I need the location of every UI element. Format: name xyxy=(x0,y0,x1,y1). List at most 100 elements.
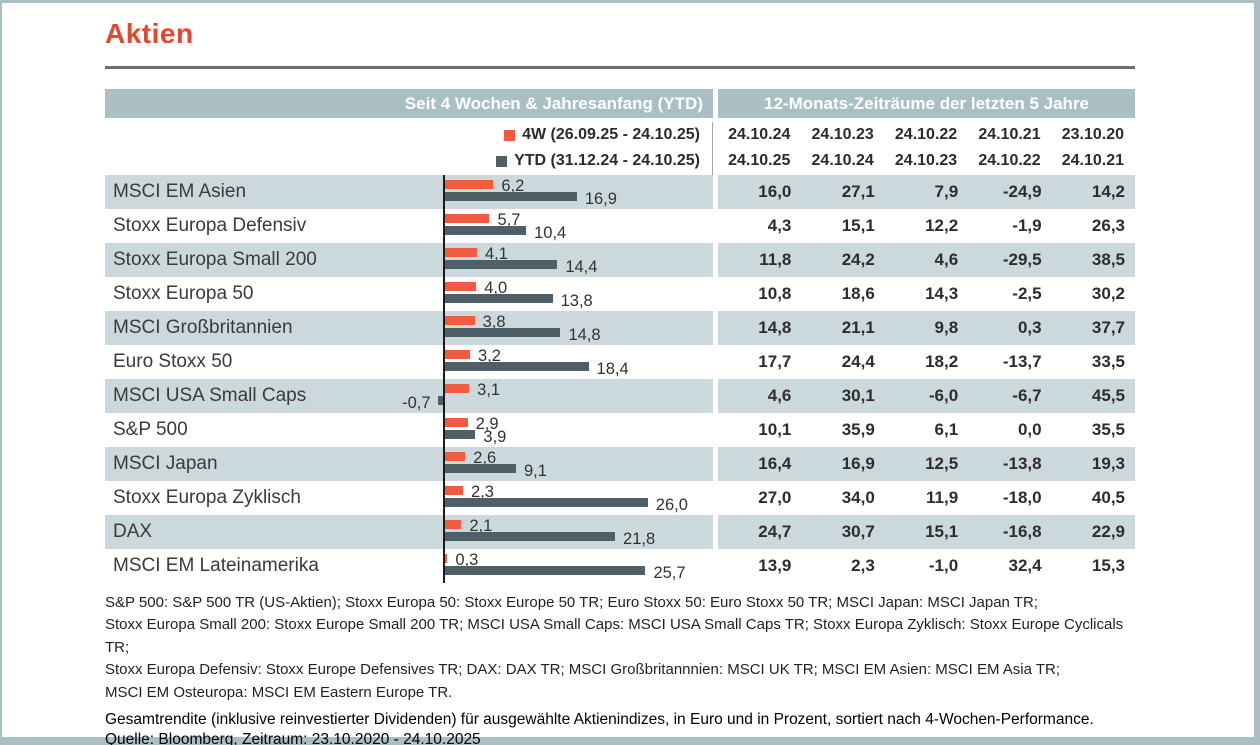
period-value: 0,0 xyxy=(1017,420,1042,439)
period-value: 21,1 xyxy=(841,318,875,337)
period-value: 37,7 xyxy=(1091,318,1125,337)
ytd-bar xyxy=(445,362,589,371)
period-start-dates: 24.10.24 24.10.23 24.10.22 24.10.21 23.1… xyxy=(717,122,1134,148)
period-value: -6,7 xyxy=(1012,386,1042,405)
w4-value: 3,8 xyxy=(482,313,506,331)
subheader-row: 4W (26.09.25 - 24.10.25) YTD (31.12.24 -… xyxy=(105,118,1135,175)
period-value: 30,1 xyxy=(841,386,875,405)
period-value: 10,1 xyxy=(758,420,792,439)
index-name: Stoxx Europa Small 200 xyxy=(113,249,317,270)
w4-bar xyxy=(445,384,470,393)
ytd-value: 10,4 xyxy=(534,224,567,242)
legend: 4W (26.09.25 - 24.10.25) YTD (31.12.24 -… xyxy=(105,122,713,175)
row-gap xyxy=(713,311,718,345)
w4-bar xyxy=(445,180,494,189)
period-value: 2,3 xyxy=(851,556,875,575)
section-header-row: Seit 4 Wochen & Jahresanfang (YTD) 12-Mo… xyxy=(105,89,1135,118)
ytd-bar xyxy=(445,192,577,201)
ytd-bar xyxy=(445,260,558,269)
period-value: 4,6 xyxy=(934,250,959,269)
ytd-bar xyxy=(445,498,648,507)
index-row-chart-cell: Stoxx Europa Defensiv 5,7 10,4 xyxy=(105,209,713,243)
period-end-date: 24.10.22 xyxy=(978,152,1041,169)
index-row: DAX 2,1 21,8 24,7 30,7 15,1 -16,8 22,9 xyxy=(105,515,1135,549)
w4-value: 3,1 xyxy=(477,381,501,399)
period-value: 12,2 xyxy=(925,216,959,235)
index-row-period-values: 24,7 30,7 15,1 -16,8 22,9 xyxy=(718,515,1135,549)
index-row-chart-cell: DAX 2,1 21,8 xyxy=(105,515,713,549)
ytd-value: 9,1 xyxy=(523,462,547,480)
index-name: Stoxx Europa Defensiv xyxy=(113,215,307,236)
index-row-period-values: 16,4 16,9 12,5 -13,8 19,3 xyxy=(718,447,1135,481)
index-row-chart-cell: MSCI EM Asien 6,2 16,9 xyxy=(105,175,713,209)
caption-description: Gesamtrendite (inklusive reinvestierter … xyxy=(105,711,1094,729)
ytd-value: 3,9 xyxy=(483,428,507,446)
period-value: 24,4 xyxy=(841,352,875,371)
period-value: 14,2 xyxy=(1091,182,1125,201)
w4-bar xyxy=(445,520,462,529)
w4-bar xyxy=(445,214,490,223)
index-row: MSCI Großbritannien 3,8 14,8 14,8 21,1 9,8 0,3… xyxy=(105,311,1135,345)
ytd-value: 21,8 xyxy=(623,530,656,548)
index-name: MSCI USA Small Caps xyxy=(113,385,307,406)
w4-value: 4,1 xyxy=(484,245,508,263)
index-name: MSCI EM Asien xyxy=(113,181,247,202)
period-value: -2,5 xyxy=(1012,284,1042,303)
w4-value: 2,1 xyxy=(469,517,493,535)
period-value: -6,0 xyxy=(928,386,959,405)
ytd-bar xyxy=(445,464,516,473)
ytd-bar xyxy=(445,226,527,235)
w4-bar xyxy=(445,418,468,427)
ytd-bar xyxy=(445,294,553,303)
period-end-date: 24.10.25 xyxy=(728,152,791,169)
footnote-line: Stoxx Europa Defensiv: Stoxx Europe Defe… xyxy=(105,661,1061,679)
index-row: S&P 500 2,9 3,9 10,1 35,9 6,1 0,0 35,5 xyxy=(105,413,1135,447)
period-value: 27,1 xyxy=(841,182,875,201)
ytd-bar xyxy=(445,430,476,439)
w4-value: 3,2 xyxy=(477,347,501,365)
period-value: 4,3 xyxy=(767,216,792,235)
w4-bar xyxy=(445,554,448,563)
w4-value: 2,6 xyxy=(473,449,497,467)
caption-source: Quelle: Bloomberg, Zeitraum: 23.10.2020 … xyxy=(105,730,481,745)
ytd-value: 25,7 xyxy=(653,564,686,582)
index-row-period-values: 10,8 18,6 14,3 -2,5 30,2 xyxy=(718,277,1135,311)
w4-value: 4,0 xyxy=(484,279,508,297)
index-row-chart-cell: Stoxx Europa 50 4,0 13,8 xyxy=(105,277,713,311)
w4-bar xyxy=(445,316,475,325)
period-value: 24,7 xyxy=(758,522,792,541)
row-gap xyxy=(713,379,718,413)
index-row-period-values: 17,7 24,4 18,2 -13,7 33,5 xyxy=(718,345,1135,379)
period-value: 26,3 xyxy=(1091,216,1125,235)
period-value: 33,5 xyxy=(1091,352,1125,371)
ytd-value: 14,4 xyxy=(565,258,598,276)
period-value: 14,3 xyxy=(925,284,959,303)
index-row: Stoxx Europa Zyklisch 2,3 26,0 27,0 34,0 11,9… xyxy=(105,481,1135,515)
period-value: 35,9 xyxy=(841,420,875,439)
period-value: 10,8 xyxy=(758,284,792,303)
index-row-chart-cell: S&P 500 2,9 3,9 xyxy=(105,413,713,447)
period-value: 19,3 xyxy=(1091,454,1125,473)
index-row-chart-cell: MSCI EM Lateinamerika 0,3 25,7 xyxy=(105,549,713,583)
footnote-line: Stoxx Europa Small 200: Stoxx Europe Sma… xyxy=(105,616,1124,656)
period-start-date: 24.10.22 xyxy=(894,126,958,143)
chart-axis xyxy=(443,175,445,583)
period-value: -1,0 xyxy=(928,556,959,575)
ytd-bar xyxy=(437,396,443,405)
footnote-line: S&P 500: S&P 500 TR (US-Aktien); Stoxx E… xyxy=(105,594,1038,611)
period-value: 16,9 xyxy=(841,454,875,473)
ytd-value: 16,9 xyxy=(584,190,617,208)
period-value: 11,9 xyxy=(926,488,959,507)
w4-bar xyxy=(445,452,466,461)
period-value: 24,2 xyxy=(841,250,875,269)
row-gap xyxy=(713,515,718,549)
index-row-chart-cell: Stoxx Europa Zyklisch 2,3 26,0 xyxy=(105,481,713,515)
footnote-line: MSCI EM Osteuropa: MSCI EM Eastern Europ… xyxy=(105,683,453,701)
ytd-value: -0,7 xyxy=(402,394,431,412)
period-value: 45,5 xyxy=(1091,386,1125,405)
index-row: MSCI Japan 2,6 9,1 16,4 16,9 12,5 -13,8 19,3 xyxy=(105,447,1135,481)
period-value: 30,2 xyxy=(1091,284,1125,303)
page-title: Aktien xyxy=(105,18,194,49)
index-row-chart-cell: Euro Stoxx 50 3,2 18,4 xyxy=(105,345,713,379)
